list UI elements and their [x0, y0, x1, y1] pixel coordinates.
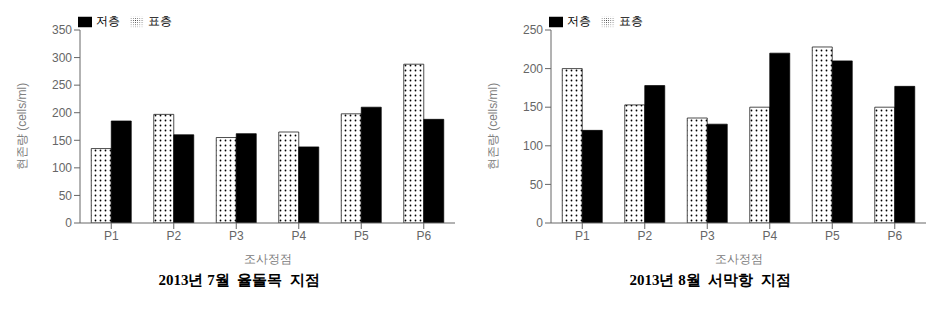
svg-text:P6: P6	[887, 229, 902, 243]
svg-text:P1: P1	[104, 229, 119, 243]
svg-text:P3: P3	[700, 229, 715, 243]
svg-text:150: 150	[523, 100, 543, 114]
svg-text:150: 150	[52, 134, 72, 148]
html-text:저층: 저층	[567, 14, 591, 28]
svg-text:350: 350	[52, 23, 72, 37]
svg-text:조사정점: 조사정점	[715, 252, 763, 266]
svg-text:P4: P4	[762, 229, 777, 243]
svg-text:P4: P4	[291, 229, 306, 243]
svg-text:50: 50	[530, 178, 544, 192]
svg-text:현존량 (cells/ml): 현존량 (cells/ml)	[486, 83, 500, 170]
svg-text:P3: P3	[229, 229, 244, 243]
svg-text:조사정점: 조사정점	[244, 252, 292, 266]
svg-text:50: 50	[59, 189, 73, 203]
svg-text:0: 0	[536, 216, 543, 230]
svg-text:200: 200	[523, 62, 543, 76]
svg-text:100: 100	[523, 139, 543, 153]
svg-text:현존량 (cells/ml): 현존량 (cells/ml)	[15, 83, 29, 170]
svg-text:P6: P6	[416, 229, 431, 243]
svg-text:P2: P2	[637, 229, 652, 243]
svg-text:100: 100	[52, 161, 72, 175]
svg-text:200: 200	[52, 106, 72, 120]
svg-text:P5: P5	[354, 229, 369, 243]
svg-text:P2: P2	[166, 229, 181, 243]
svg-text:P1: P1	[575, 229, 590, 243]
html-text:2013년 7월 율돌목 지점: 2013년 7월 율돌목 지점	[158, 272, 320, 288]
svg-text:300: 300	[52, 51, 72, 65]
svg-text:250: 250	[523, 23, 543, 37]
svg-text:P5: P5	[825, 229, 840, 243]
html-text:표층: 표층	[148, 14, 172, 28]
html-text:저층: 저층	[96, 14, 120, 28]
svg-text:250: 250	[52, 78, 72, 92]
html-text:표층: 표층	[619, 14, 643, 28]
html-text:2013년 8월 서막항 지점: 2013년 8월 서막항 지점	[629, 272, 791, 288]
svg-text:0: 0	[65, 216, 72, 230]
